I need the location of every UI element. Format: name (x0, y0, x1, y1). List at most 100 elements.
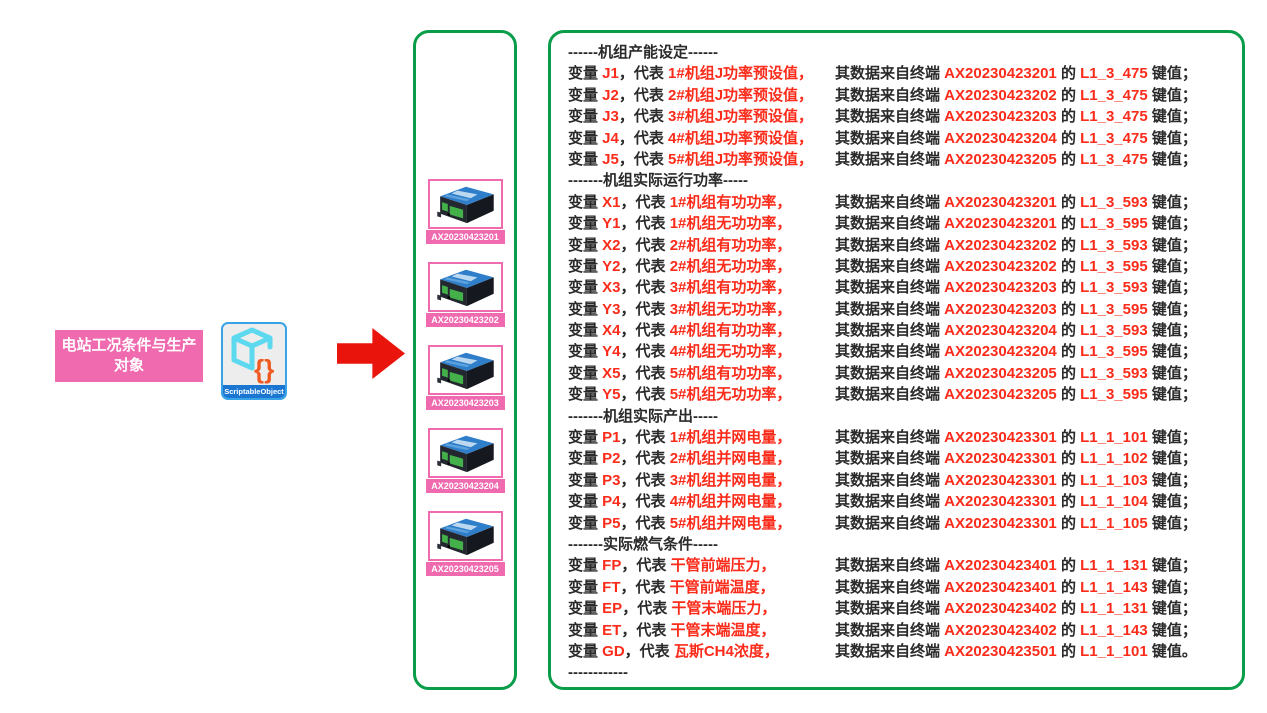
var-name: Y3 (602, 300, 621, 318)
var-mid: ，代表 (618, 129, 669, 147)
variable-row: 变量 Y2，代表 2#机组无功功率， 其数据来自终端 AX20230423202 … (568, 256, 1236, 277)
var-name: X3 (602, 279, 621, 297)
key-name: L1_3_595 (1080, 300, 1148, 318)
var-end-text: 键值； (1147, 471, 1197, 489)
device-item: AX20230423201 (425, 179, 505, 244)
var-name: P4 (602, 493, 621, 511)
var-desc: 2#机组无功功率， (669, 257, 792, 275)
var-name: X4 (602, 322, 621, 340)
var-source-text: 其数据来自终端 (835, 108, 945, 126)
var-of-text: 的 (1056, 236, 1081, 254)
var-source-text: 其数据来自终端 (835, 471, 945, 489)
key-name: L1_1_143 (1080, 621, 1148, 639)
var-mid: ，代表 (620, 493, 670, 511)
var-mid: ，代表 (620, 471, 670, 489)
var-mid: ，代表 (620, 300, 670, 318)
var-end-text: 键值； (1147, 514, 1197, 532)
key-name: L1_1_105 (1080, 514, 1148, 532)
var-mid: ，代表 (621, 557, 671, 575)
variable-row: 变量 J2，代表 2#机组J功率预设值， 其数据来自终端 AX2023042320… (568, 85, 1236, 106)
var-prefix: 变量 (568, 493, 603, 511)
var-desc: 1#机组有功功率， (669, 193, 792, 211)
variable-row: 变量 P2，代表 2#机组并网电量， 其数据来自终端 AX20230423301 … (568, 448, 1236, 469)
var-source-text: 其数据来自终端 (835, 578, 945, 596)
var-end-text: 键值； (1147, 257, 1197, 275)
var-source-text: 其数据来自终端 (835, 364, 945, 382)
key-name: L1_3_475 (1080, 150, 1148, 168)
var-of-text: 的 (1056, 471, 1081, 489)
key-name: L1_1_102 (1080, 450, 1148, 468)
var-name: FP (602, 557, 622, 575)
var-prefix: 变量 (568, 386, 603, 404)
var-source-text: 其数据来自终端 (835, 193, 945, 211)
var-source-text: 其数据来自终端 (835, 279, 945, 297)
var-of-text: 的 (1056, 386, 1081, 404)
variable-row: 变量 Y1，代表 1#机组无功功率， 其数据来自终端 AX20230423201 … (568, 213, 1236, 234)
var-mid: ，代表 (620, 450, 670, 468)
var-source-text: 其数据来自终端 (835, 557, 945, 575)
var-name: J1 (602, 65, 619, 83)
terminal-id: AX20230423203 (944, 300, 1057, 318)
var-prefix: 变量 (568, 343, 603, 361)
device-item: AX20230423204 (425, 428, 505, 493)
var-of-text: 的 (1056, 364, 1081, 382)
device-label: AX20230423204 (425, 479, 505, 493)
var-mid: ，代表 (620, 279, 670, 297)
var-name: P5 (602, 514, 621, 532)
cube-braces-icon: {} (231, 327, 274, 384)
var-prefix: 变量 (568, 129, 603, 147)
terminal-id: AX20230423205 (944, 364, 1057, 382)
key-name: L1_3_593 (1080, 364, 1148, 382)
footer-dashes: ------------ (568, 664, 628, 682)
var-prefix: 变量 (568, 514, 603, 532)
var-desc: 5#机组无功功率， (669, 386, 792, 404)
dtu-device-icon (436, 352, 494, 390)
var-desc: 1#机组J功率预设值， (668, 65, 814, 83)
var-end-text: 键值； (1147, 236, 1197, 254)
var-prefix: 变量 (568, 65, 603, 83)
var-name: X5 (602, 364, 621, 382)
device-label: AX20230423203 (425, 396, 505, 410)
variable-row: 变量 EP，代表 干管末端压力， 其数据来自终端 AX20230423402 的 … (568, 598, 1236, 619)
var-mid: ，代表 (620, 215, 670, 233)
key-name: L1_1_104 (1080, 493, 1148, 511)
var-of-text: 的 (1056, 322, 1081, 340)
var-of-text: 的 (1056, 150, 1081, 168)
var-name: X2 (602, 236, 621, 254)
var-source-text: 其数据来自终端 (835, 429, 945, 447)
var-prefix: 变量 (568, 322, 603, 340)
device-item: AX20230423205 (425, 511, 505, 576)
svg-text:{}: {} (254, 354, 274, 384)
var-end-text: 键值； (1147, 279, 1197, 297)
terminal-id: AX20230423204 (944, 343, 1057, 361)
var-of-text: 的 (1056, 129, 1081, 147)
var-end-text: 键值； (1147, 557, 1197, 575)
key-name: L1_3_595 (1080, 343, 1148, 361)
key-name: L1_3_475 (1080, 129, 1148, 147)
var-name: Y5 (602, 386, 621, 404)
var-source-text: 其数据来自终端 (835, 600, 945, 618)
var-end-text: 键值； (1147, 86, 1197, 104)
var-of-text: 的 (1056, 429, 1081, 447)
var-desc: 4#机组有功功率， (669, 322, 792, 340)
source-label-line2: 对象 (113, 357, 144, 374)
var-prefix: 变量 (568, 108, 603, 126)
variable-row: 变量 P3，代表 3#机组并网电量， 其数据来自终端 AX20230423301 … (568, 470, 1236, 491)
var-source-text: 其数据来自终端 (835, 65, 945, 83)
dtu-device-icon (436, 186, 494, 224)
var-mid: ，代表 (620, 257, 670, 275)
terminal-id: AX20230423201 (944, 193, 1057, 211)
variable-row: 变量 P1，代表 1#机组并网电量， 其数据来自终端 AX20230423301 … (568, 427, 1236, 448)
terminal-id: AX20230423402 (944, 621, 1057, 639)
key-name: L1_3_475 (1080, 86, 1148, 104)
key-name: L1_3_595 (1080, 257, 1148, 275)
var-desc: 4#机组无功功率， (669, 343, 792, 361)
key-name: L1_3_593 (1080, 236, 1148, 254)
var-name: Y4 (602, 343, 621, 361)
device-item: AX20230423203 (425, 345, 505, 410)
variable-row: 变量 FT，代表 干管前端温度， 其数据来自终端 AX20230423401 的 … (568, 577, 1236, 598)
terminal-id: AX20230423301 (944, 493, 1057, 511)
var-of-text: 的 (1056, 193, 1081, 211)
dtu-device-icon (436, 518, 494, 556)
var-mid: ，代表 (620, 343, 670, 361)
